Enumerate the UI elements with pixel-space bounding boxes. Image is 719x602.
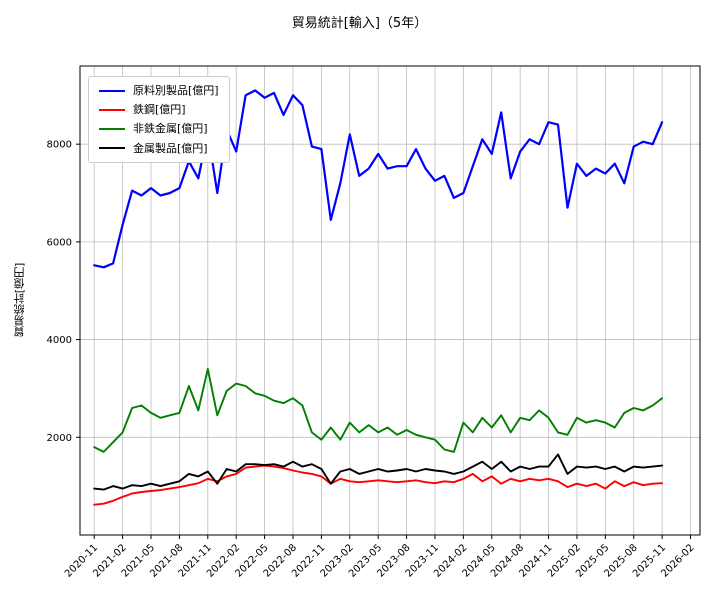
series-line [93, 367, 664, 453]
y-tick-label: 8000 [47, 140, 72, 151]
legend-line-swatch [99, 147, 125, 150]
y-tick-label: 2000 [47, 433, 72, 444]
legend-label: 金属製品[億円] [133, 141, 208, 155]
legend-entry: 非鉄金属[億円] [99, 122, 219, 135]
legend-label: 非鉄金属[億円] [133, 122, 208, 136]
legend-line-swatch [99, 127, 125, 130]
legend-entry: 原料別製品[億円] [99, 84, 219, 97]
legend-line-swatch [99, 108, 125, 111]
legend-label: 鉄鋼[億円] [133, 103, 186, 117]
y-tick-label: 4000 [47, 335, 72, 346]
chart-legend: 原料別製品[億円] 鉄鋼[億円] 非鉄金属[億円] 金属製品[億円] [88, 76, 230, 163]
y-tick-label: 6000 [47, 237, 72, 248]
y-axis-label: 貿易統計[億円] [13, 262, 26, 338]
series-line [93, 464, 664, 506]
legend-entry: 金属製品[億円] [99, 142, 219, 155]
legend-line-swatch [99, 89, 125, 92]
chart-title: 貿易統計[輸入]（5年） [291, 16, 428, 31]
legend-label: 原料別製品[億円] [133, 84, 219, 97]
plot-frame [79, 65, 701, 536]
legend-entry: 鉄鋼[億円] [99, 103, 219, 116]
series-line [93, 453, 664, 491]
